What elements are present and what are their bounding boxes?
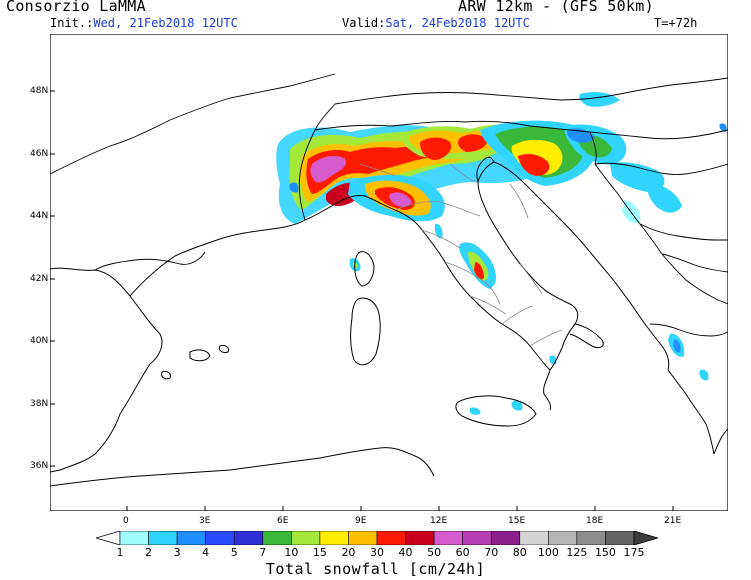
init-label: Init.: xyxy=(50,16,94,30)
colorbar-title: Total snowfall [cm/24h] xyxy=(265,560,486,578)
colorbar-level-80: 80 xyxy=(512,546,527,559)
lat-label-46n: 46N xyxy=(30,149,49,159)
lat-label-38n: 38N xyxy=(30,399,49,409)
colorbar-bin-16 xyxy=(576,531,606,545)
colorbar-level-175: 175 xyxy=(623,546,645,559)
regional-borders xyxy=(359,163,563,347)
colorbar-level-10: 10 xyxy=(284,546,299,559)
colorbar-bin-5 xyxy=(262,531,292,545)
colorbar-bin-10 xyxy=(405,531,435,545)
map-frame xyxy=(50,34,728,511)
lon-label-18e: 18E xyxy=(586,516,604,526)
valid-line: Valid:Sat, 24Feb2018 12UTC xyxy=(342,16,530,30)
colorbar-level-30: 30 xyxy=(370,546,384,559)
colorbar-bin-7 xyxy=(319,531,349,545)
colorbar-bin-11 xyxy=(433,531,463,545)
lon-label-3e: 3E xyxy=(199,516,211,526)
political-borders xyxy=(50,73,728,337)
lon-label-9e: 9E xyxy=(355,516,367,526)
colorbar-level-60: 60 xyxy=(455,546,470,559)
colorbar-level-2: 2 xyxy=(145,546,153,559)
lon-label-15e: 15E xyxy=(508,516,526,526)
colorbar-low-arrow xyxy=(96,531,121,545)
snowfall-field xyxy=(276,92,727,415)
lon-label-0: 0 xyxy=(123,516,129,526)
init-value: Wed, 21Feb2018 12UTC xyxy=(93,16,238,30)
lat-label-36n: 36N xyxy=(30,461,49,471)
map-panel xyxy=(50,34,728,511)
lat-label-44n: 44N xyxy=(30,211,49,221)
colorbar-bin-0 xyxy=(119,531,149,545)
axis-ticks xyxy=(50,90,674,511)
colorbar-level-20: 20 xyxy=(341,546,356,559)
colorbar-bin-9 xyxy=(376,531,406,545)
colorbar-bin-17 xyxy=(605,531,635,545)
colorbar-level-5: 5 xyxy=(230,546,238,559)
colorbar-level-70: 70 xyxy=(484,546,499,559)
colorbar-level-150: 150 xyxy=(594,546,616,559)
map-canvas xyxy=(50,34,728,511)
colorbar-level-1: 1 xyxy=(116,546,124,559)
lat-label-48n: 48N xyxy=(30,86,49,96)
valid-value: Sat, 24Feb2018 12UTC xyxy=(385,16,530,30)
colorbar-bin-14 xyxy=(519,531,549,545)
lon-label-21e: 21E xyxy=(664,516,682,526)
lead-time: T=+72h xyxy=(654,16,698,30)
lon-label-6e: 6E xyxy=(277,516,289,526)
colorbar xyxy=(96,531,658,545)
colorbar-level-40: 40 xyxy=(398,546,413,559)
colorbar-bin-3 xyxy=(205,531,235,545)
lat-label-40n: 40N xyxy=(30,336,49,346)
init-line: Init.:Wed, 21Feb2018 12UTC xyxy=(50,16,238,30)
lat-label-42n: 42N xyxy=(30,274,49,284)
colorbar-bin-12 xyxy=(462,531,492,545)
valid-label: Valid: xyxy=(342,16,386,30)
colorbar-bin-15 xyxy=(548,531,578,545)
colorbar-bin-13 xyxy=(490,531,521,545)
coastlines xyxy=(50,156,728,487)
colorbar-level-4: 4 xyxy=(202,546,210,559)
colorbar-bin-4 xyxy=(233,531,264,545)
model-title: ARW 12km - (GFS 50km) xyxy=(458,0,654,15)
colorbar-level-50: 50 xyxy=(427,546,442,559)
colorbar-level-100: 100 xyxy=(537,546,559,559)
colorbar-bin-8 xyxy=(348,531,378,545)
lon-label-12e: 12E xyxy=(430,516,448,526)
colorbar-high-arrow xyxy=(633,531,658,545)
colorbar-level-125: 125 xyxy=(566,546,588,559)
colorbar-bin-6 xyxy=(291,531,321,545)
producer-title: Consorzio LaMMA xyxy=(6,0,146,15)
colorbar-bin-1 xyxy=(148,531,178,545)
colorbar-bin-2 xyxy=(176,531,206,545)
colorbar-level-3: 3 xyxy=(173,546,181,559)
colorbar-level-15: 15 xyxy=(312,546,327,559)
colorbar-level-7: 7 xyxy=(259,546,267,559)
